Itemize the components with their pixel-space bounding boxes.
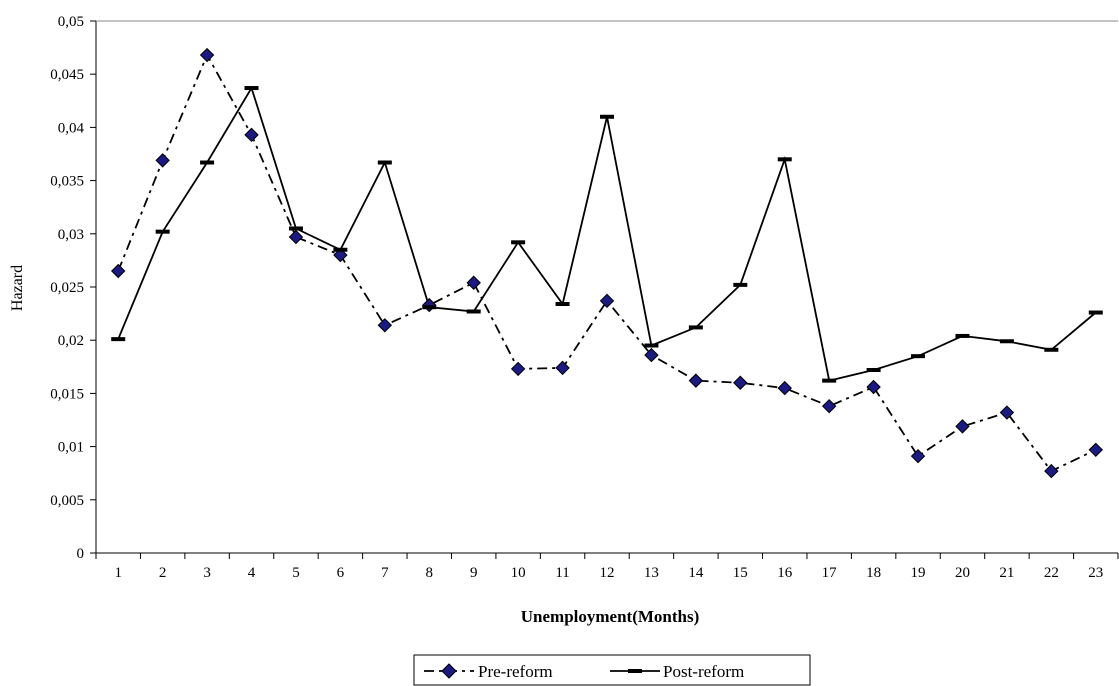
x-tick-label: 23: [1088, 565, 1103, 581]
x-tick-label: 6: [337, 565, 345, 581]
data-point-pre-reform: [866, 379, 881, 395]
series-line-pre-reform: [117, 52, 1097, 473]
y-tick-label: 0,01: [58, 440, 84, 456]
data-point-pre-reform: [910, 448, 926, 464]
data-point-post-reform: [733, 282, 748, 287]
y-tick-label: 0,045: [50, 67, 84, 83]
data-point-pre-reform: [377, 318, 393, 333]
x-tick-label: 7: [381, 565, 389, 581]
data-point-post-reform: [644, 343, 659, 348]
x-tick-label: 18: [866, 565, 881, 581]
data-point-post-reform: [511, 240, 526, 245]
data-point-pre-reform: [999, 405, 1015, 420]
x-tick-label: 20: [955, 565, 970, 581]
axes: [95, 20, 1118, 554]
data-point-post-reform: [377, 160, 392, 165]
data-point-pre-reform: [1044, 463, 1059, 479]
y-tick-label: 0,04: [58, 120, 85, 136]
x-tick-label: 22: [1044, 565, 1059, 581]
legend-label-post-reform: Post-reform: [663, 662, 744, 681]
x-tick-label: 10: [511, 565, 526, 581]
y-tick-label: 0,05: [58, 14, 84, 30]
x-tick-label: 1: [114, 565, 122, 581]
data-point-post-reform: [466, 309, 481, 314]
data-point-pre-reform: [244, 127, 259, 143]
legend-marker-post-reform: [628, 669, 642, 673]
x-axis-ticks: 1 2 3 4 5 6 7 8 9 10 11 12 13 14 15 16 17 18 19 20 21 22 23: [95, 553, 1119, 581]
data-point-post-reform: [1088, 310, 1103, 315]
x-tick-label: 16: [777, 565, 793, 581]
y-axis-label: Hazard: [9, 265, 26, 311]
y-axis-ticks: 0 0,005 0,01 0,015 0,02 0,025 0,03 0,035 0,04 0,0…: [50, 14, 96, 562]
data-point-post-reform: [777, 157, 792, 162]
data-point-post-reform: [955, 333, 970, 338]
data-point-pre-reform: [777, 380, 792, 396]
y-tick-label: 0,02: [58, 333, 84, 349]
x-tick-label: 17: [822, 565, 838, 581]
legend-box: [413, 654, 811, 686]
data-point-post-reform: [422, 305, 437, 310]
y-tick-label: 0,015: [50, 386, 84, 402]
x-tick-label: 13: [644, 565, 659, 581]
data-point-post-reform: [333, 247, 348, 252]
data-point-pre-reform: [599, 293, 615, 309]
y-tick-label: 0,035: [50, 174, 84, 190]
data-point-post-reform: [555, 302, 570, 307]
data-point-pre-reform: [333, 247, 348, 263]
data-point-post-reform: [244, 86, 259, 91]
x-tick-label: 12: [600, 565, 615, 581]
x-tick-label: 3: [203, 565, 211, 581]
x-tick-label: 4: [248, 565, 256, 581]
data-point-pre-reform: [555, 360, 570, 376]
data-point-post-reform: [911, 354, 926, 359]
data-point-pre-reform: [821, 398, 837, 414]
data-point-pre-reform: [644, 347, 659, 363]
data-point-pre-reform: [955, 419, 970, 434]
legend-label-pre-reform: Pre-reform: [478, 662, 553, 681]
data-point-post-reform: [1044, 347, 1059, 352]
data-point-post-reform: [822, 378, 837, 383]
data-point-pre-reform: [688, 373, 704, 388]
data-point-pre-reform: [733, 375, 748, 390]
series-markers: [111, 47, 1103, 479]
x-tick-label: 14: [688, 565, 704, 581]
legend-marker-pre-reform: [441, 663, 457, 679]
y-tick-label: 0,005: [50, 493, 84, 509]
data-point-post-reform: [155, 229, 170, 234]
data-point-post-reform: [600, 114, 614, 119]
series-line-post-reform: [117, 85, 1097, 382]
x-tick-label: 5: [292, 565, 300, 581]
x-tick-label: 9: [470, 565, 478, 581]
data-point-pre-reform: [111, 263, 126, 279]
data-point-pre-reform: [510, 361, 526, 377]
legend: Pre-reform Post-reform: [413, 654, 811, 686]
y-tick-label: 0,03: [58, 227, 84, 243]
data-point-post-reform: [866, 367, 881, 372]
data-point-post-reform: [288, 226, 303, 231]
data-point-pre-reform: [288, 229, 304, 245]
y-tick-label: 0: [77, 546, 85, 562]
data-point-pre-reform: [155, 153, 170, 168]
x-tick-label: 2: [159, 565, 167, 581]
x-tick-label: 8: [426, 565, 434, 581]
x-tick-label: 21: [999, 565, 1014, 581]
data-point-pre-reform: [466, 275, 481, 290]
data-point-pre-reform: [199, 47, 215, 63]
data-point-pre-reform: [422, 297, 437, 313]
data-point-post-reform: [200, 160, 215, 165]
x-axis-label: Unemployment(Months): [521, 607, 700, 626]
data-point-post-reform: [999, 339, 1014, 344]
data-point-post-reform: [111, 337, 126, 342]
data-point-pre-reform: [1088, 442, 1103, 457]
x-tick-label: 19: [911, 565, 926, 581]
x-tick-label: 15: [733, 565, 748, 581]
data-point-post-reform: [688, 325, 703, 330]
y-tick-label: 0,025: [50, 280, 84, 296]
x-tick-label: 11: [555, 565, 569, 581]
